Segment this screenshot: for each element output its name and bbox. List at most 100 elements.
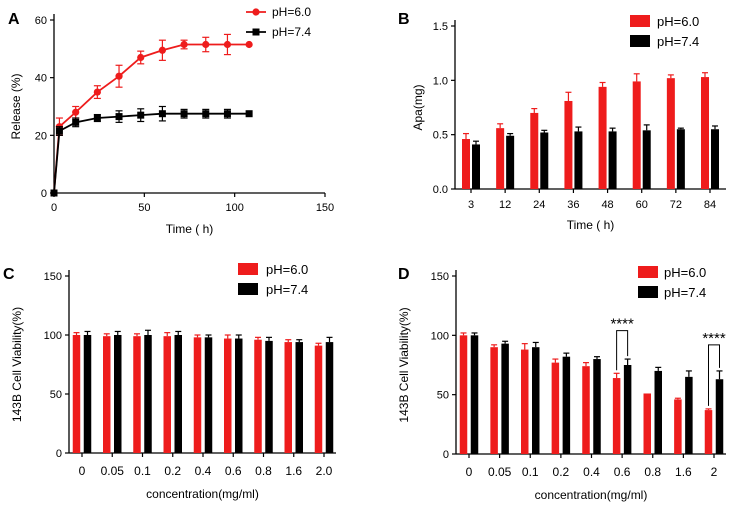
- significance-bracket: [616, 330, 629, 371]
- x-tick-label: 24: [533, 199, 545, 211]
- bar-ph6: [582, 366, 590, 454]
- legend-swatch: [638, 286, 658, 298]
- x-axis-label: Time ( h): [567, 218, 615, 232]
- y-tick-label: 1.5: [433, 21, 448, 33]
- bar-ph74: [265, 340, 273, 453]
- bar-ph6: [612, 378, 621, 454]
- panel-label: B: [398, 11, 410, 28]
- bar-ph6: [462, 139, 470, 189]
- legend-label: pH=7.4: [664, 285, 706, 300]
- data-point: [180, 40, 188, 49]
- x-tick-label: 0: [79, 464, 86, 478]
- x-tick-label: 0.6: [225, 464, 242, 478]
- legend-label: pH=6.0: [266, 262, 308, 277]
- data-point: [180, 110, 188, 118]
- bar-ph6: [163, 336, 171, 453]
- bar-ph74: [235, 338, 243, 453]
- bar-ph6: [598, 86, 607, 189]
- bar-ph6: [284, 342, 292, 453]
- bar-ph74: [676, 129, 685, 189]
- bar-ph74: [470, 335, 479, 454]
- legend-marker: [252, 8, 260, 16]
- bar-ph6: [632, 81, 641, 189]
- bar-ph6: [72, 335, 81, 453]
- legend-swatch: [630, 35, 650, 47]
- x-tick-label: 3: [468, 199, 474, 211]
- bar-ph74: [114, 335, 122, 453]
- panel-label: C: [3, 266, 15, 283]
- x-tick-label: 0.1: [134, 464, 151, 478]
- bar-ph74: [506, 135, 515, 189]
- bar-ph74: [325, 342, 334, 453]
- legend-label: pH=6.0: [272, 5, 311, 19]
- bar-ph74: [642, 130, 651, 189]
- legend-swatch: [630, 15, 650, 27]
- data-point: [137, 111, 145, 119]
- data-point: [202, 110, 210, 118]
- x-axis-label: Time ( h): [166, 222, 214, 236]
- panel-b: 0.0 0.5 1.0 1.5 B Apa(mg) Time ( h) 3 12 24 36 48 60…: [398, 11, 726, 232]
- x-tick-label: 0.05: [488, 465, 512, 479]
- y-tick-label: 20: [35, 130, 47, 142]
- data-point: [137, 53, 145, 62]
- bar-ph74: [685, 376, 693, 454]
- bar-ph6: [490, 347, 498, 454]
- y-tick-label: 1.0: [433, 75, 448, 87]
- bar-ph74: [654, 370, 662, 454]
- y-tick-label: 40: [35, 73, 47, 85]
- bar-ph74: [532, 347, 540, 454]
- x-tick-label: 36: [567, 199, 579, 211]
- bar-ph6: [530, 112, 539, 189]
- panel-d: 0 50 100 150 D 143B Cell Viability(%) concentr…: [397, 265, 726, 502]
- x-tick-label: 0.1: [522, 465, 539, 479]
- x-tick-label: 0: [51, 202, 57, 214]
- data-point: [202, 40, 210, 49]
- y-tick-label: 150: [44, 271, 62, 283]
- bar-ph74: [144, 335, 152, 453]
- data-point: [55, 127, 63, 135]
- panel-a: 0 20 40 60 A Release (%) Time ( h) 0 50 100 150 pH=…: [8, 5, 334, 236]
- bar-ph74: [472, 144, 480, 189]
- bar-ph74: [501, 343, 509, 454]
- legend-swatch: [238, 283, 258, 295]
- x-tick-label: 2.0: [316, 464, 333, 478]
- bar-ph6: [701, 77, 709, 189]
- series-pH=7.4: [50, 105, 253, 197]
- legend-label: pH=6.0: [664, 265, 706, 280]
- legend-label: pH=6.0: [657, 14, 699, 29]
- x-tick-label: 12: [499, 199, 511, 211]
- x-tick-label: 150: [316, 202, 334, 214]
- bar-ph74: [608, 131, 617, 189]
- bar-ph74: [711, 129, 719, 189]
- x-tick-label: 2: [711, 465, 718, 479]
- x-tick-label: 84: [704, 199, 716, 211]
- legend-swatch: [638, 266, 658, 278]
- y-tick-label: 150: [431, 271, 449, 283]
- legend-label: pH=7.4: [657, 34, 699, 49]
- data-point: [115, 72, 123, 80]
- y-tick-label: 0: [41, 188, 47, 200]
- bar-ph6: [193, 337, 202, 453]
- series-line: [53, 43, 250, 194]
- x-tick-label: 0.4: [195, 464, 212, 478]
- bar-ph74: [174, 335, 182, 453]
- bar-ph6: [674, 399, 682, 454]
- x-axis-label: concentration(mg/ml): [535, 488, 648, 502]
- y-tick-label: 50: [437, 390, 449, 402]
- data-point: [245, 110, 253, 118]
- bar-ph74: [574, 131, 583, 189]
- bar-ph6: [521, 349, 529, 454]
- data-point: [72, 108, 80, 116]
- significance-bracket: [708, 344, 720, 406]
- x-tick-label: 50: [138, 202, 150, 214]
- x-tick-label: 0.4: [583, 465, 600, 479]
- bar-ph6: [551, 362, 560, 454]
- bar-ph6: [133, 336, 141, 453]
- x-tick-label: 48: [601, 199, 613, 211]
- bar-ph6: [496, 128, 505, 189]
- data-point: [158, 46, 166, 54]
- bar-ph74: [623, 365, 632, 454]
- series-line: [53, 112, 250, 194]
- bar-ph6: [666, 78, 675, 189]
- bar-ph6: [704, 410, 713, 454]
